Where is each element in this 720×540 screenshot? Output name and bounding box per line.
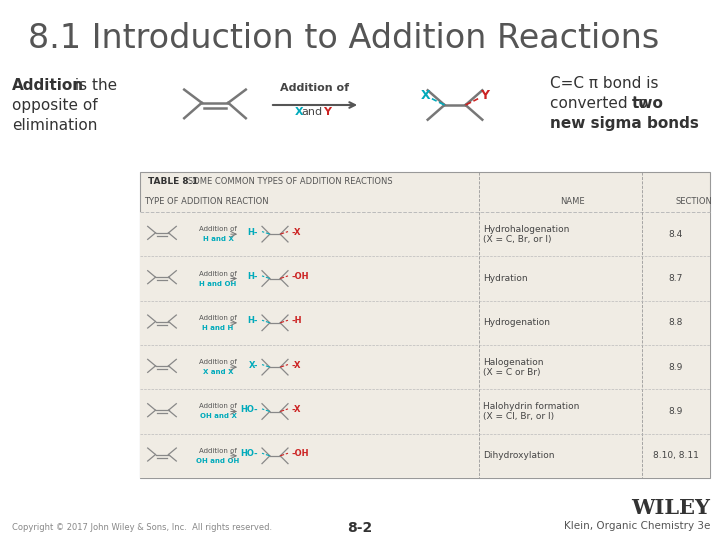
Text: Hydrohalogenation: Hydrohalogenation [483,225,570,234]
Text: X: X [420,89,431,102]
Text: -X: -X [292,228,302,237]
Text: -X: -X [292,405,302,414]
Text: Hydration: Hydration [483,274,528,283]
Text: Addition of: Addition of [280,83,350,93]
Text: Addition of: Addition of [199,271,237,276]
Bar [140,389,710,434]
Text: 8.1 Introduction to Addition Reactions: 8.1 Introduction to Addition Reactions [28,22,660,55]
Text: (X = C or Br): (X = C or Br) [483,368,541,377]
Text: Addition of: Addition of [199,359,237,365]
Text: NAME: NAME [560,198,585,206]
Text: Addition of: Addition of [199,403,237,409]
Text: TABLE 8.1: TABLE 8.1 [148,178,198,186]
Text: -H: -H [292,316,302,325]
Text: Addition: Addition [12,78,84,93]
Text: X-: X- [248,361,258,370]
Bar [140,172,710,478]
Text: Dihydroxylation: Dihydroxylation [483,451,554,460]
Text: (X = Cl, Br, or I): (X = Cl, Br, or I) [483,412,554,421]
Text: opposite of: opposite of [12,98,98,113]
Text: H-: H- [248,228,258,237]
Text: Klein, Organic Chemistry 3e: Klein, Organic Chemistry 3e [564,521,710,531]
Text: -OH: -OH [292,449,310,458]
Text: OH and X: OH and X [199,414,236,420]
Text: C=C π bond is: C=C π bond is [550,76,659,91]
Text: Hydrogenation: Hydrogenation [483,319,550,327]
Text: SECTION: SECTION [676,198,713,206]
Text: 8.10, 8.11: 8.10, 8.11 [653,451,698,460]
Text: Y: Y [323,107,331,117]
Text: H and OH: H and OH [199,280,237,287]
Text: X: X [294,107,303,117]
Text: X and X: X and X [203,369,233,375]
Text: 8.9: 8.9 [669,407,683,416]
Text: Addition of: Addition of [199,315,237,321]
Text: 8.7: 8.7 [669,274,683,283]
Text: H-: H- [248,272,258,281]
Text: H and X: H and X [202,236,233,242]
Text: (X = C, Br, or I): (X = C, Br, or I) [483,235,552,244]
Text: Halogenation: Halogenation [483,357,544,367]
Text: 8-2: 8-2 [347,521,373,535]
Text: Addition of: Addition of [199,226,237,232]
Text: new sigma bonds: new sigma bonds [550,116,699,131]
Bar [140,256,710,301]
Text: H and H: H and H [202,325,233,331]
Text: HO-: HO- [240,405,258,414]
Text: OH and OH: OH and OH [197,458,240,464]
Text: is the: is the [70,78,117,93]
Text: 8.9: 8.9 [669,363,683,372]
Text: HO-: HO- [240,449,258,458]
Text: two: two [632,96,664,111]
Text: SOME COMMON TYPES OF ADDITION REACTIONS: SOME COMMON TYPES OF ADDITION REACTIONS [180,178,392,186]
Bar [140,434,710,478]
Text: Copyright © 2017 John Wiley & Sons, Inc.  All rights reserved.: Copyright © 2017 John Wiley & Sons, Inc.… [12,523,272,532]
Text: converted to: converted to [550,96,653,111]
Text: -X: -X [292,361,302,370]
Bar [140,301,710,345]
Bar [140,345,710,389]
Text: and: and [302,107,323,117]
Text: H-: H- [248,316,258,325]
Bar [140,212,710,256]
Text: Addition of: Addition of [199,448,237,454]
Text: 8.4: 8.4 [669,230,683,239]
Text: 8.8: 8.8 [669,319,683,327]
Text: Y: Y [480,89,489,102]
Text: WILEY: WILEY [631,498,710,518]
Text: Halohydrin formation: Halohydrin formation [483,402,580,411]
Text: -OH: -OH [292,272,310,281]
Text: TYPE OF ADDITION REACTION: TYPE OF ADDITION REACTION [144,198,269,206]
Text: elimination: elimination [12,118,97,133]
